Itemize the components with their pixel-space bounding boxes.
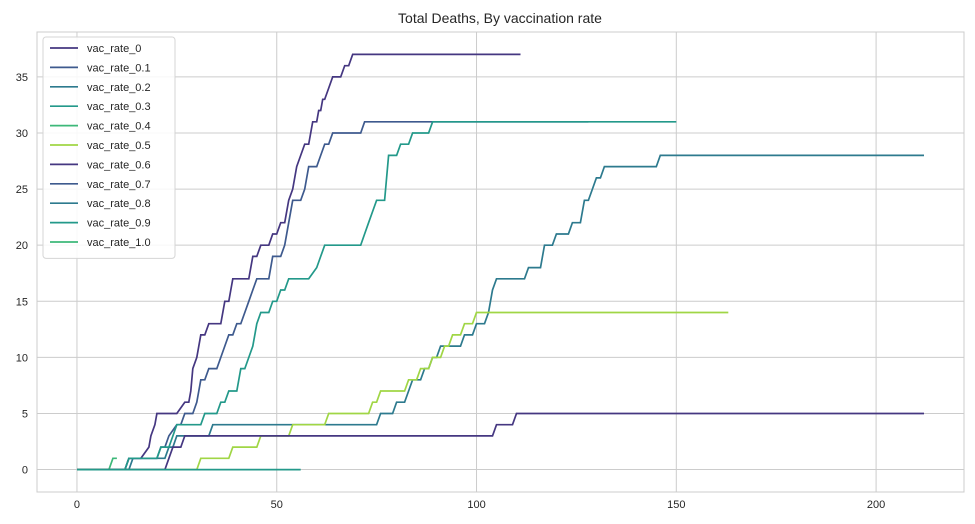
y-tick-label: 10	[16, 352, 28, 364]
series-line-vac-rate-0-6	[77, 412, 924, 471]
legend-label: vac_rate_0.9	[87, 218, 151, 230]
y-tick-label: 15	[16, 296, 28, 308]
x-tick-label: 200	[867, 499, 885, 511]
legend: vac_rate_0 vac_rate_0.1 vac_rate_0.2 vac_ra…	[42, 36, 176, 259]
legend-label: vac_rate_0.2	[87, 82, 151, 94]
legend-label: vac_rate_0	[87, 43, 141, 55]
x-tick-label: 150	[667, 499, 685, 511]
series-line-vac-rate-0-5	[77, 311, 729, 471]
x-tick-label: 100	[467, 499, 485, 511]
series-line-vac-rate-0-3	[77, 120, 677, 471]
legend-label: vac_rate_0.3	[87, 101, 151, 113]
legend-label: vac_rate_0.1	[87, 62, 151, 74]
legend-label: vac_rate_0.7	[87, 179, 151, 191]
ticks: 0 50 100 150 200 0 5 10 15 20 25 30 35	[16, 72, 886, 511]
y-tick-label: 0	[22, 465, 28, 477]
legend-label: vac_rate_0.6	[87, 159, 151, 171]
legend-label: vac_rate_0.8	[87, 198, 151, 210]
plot-area	[36, 31, 965, 493]
series-line-vac-rate-0	[77, 53, 521, 471]
legend-label: vac_rate_1.0	[87, 237, 151, 249]
legend-label: vac_rate_0.5	[87, 140, 151, 152]
y-tick-label: 5	[22, 408, 28, 420]
y-tick-label: 25	[16, 184, 28, 196]
y-tick-label: 30	[16, 128, 28, 140]
legend-label: vac_rate_0.4	[87, 121, 151, 133]
series-layer	[77, 53, 924, 471]
x-tick-label: 0	[74, 499, 80, 511]
series-line-vac-rate-0-2	[77, 154, 924, 471]
y-tick-label: 20	[16, 240, 28, 252]
y-tick-label: 35	[16, 72, 28, 84]
x-tick-label: 50	[271, 499, 283, 511]
chart-title: Total Deaths, By vaccination rate	[398, 10, 602, 26]
